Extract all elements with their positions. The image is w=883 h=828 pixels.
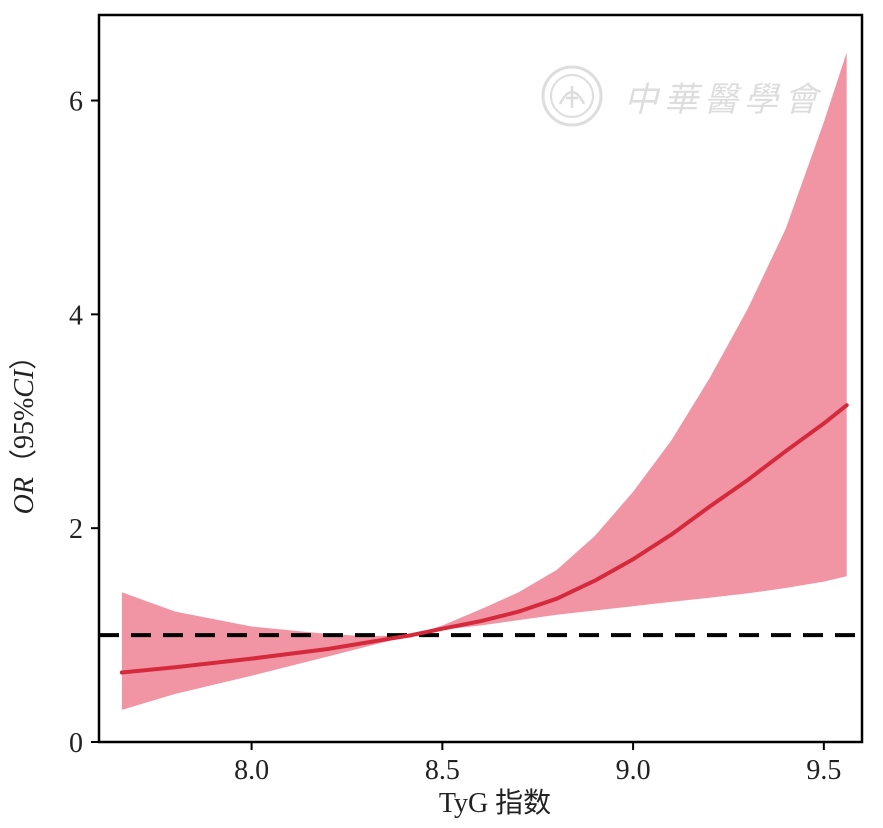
y-tick-label: 4 xyxy=(69,300,83,331)
or-curve xyxy=(119,403,849,675)
ci-band xyxy=(121,52,847,710)
y-axis: 0 2 4 6 xyxy=(69,87,99,759)
watermark-text: 中華醫學會 xyxy=(624,80,824,120)
y-axis-title-ci: CI xyxy=(9,368,40,398)
x-tick-label: 8.5 xyxy=(425,755,460,786)
x-tick-label: 9.5 xyxy=(806,755,841,786)
x-tick-label: 8.0 xyxy=(234,755,269,786)
seal-icon xyxy=(541,65,603,127)
y-axis-title-close: ） xyxy=(8,342,40,370)
x-axis: 8.0 8.5 9.0 9.5 xyxy=(234,742,841,786)
plot-area xyxy=(99,52,862,710)
plot-frame xyxy=(97,13,864,744)
y-tick-label: 2 xyxy=(69,514,83,545)
y-axis-title: OR（95%CI） xyxy=(8,342,40,515)
y-axis-title-or: OR xyxy=(9,477,40,514)
y-axis-title-paren: （95% xyxy=(8,398,40,477)
y-tick-label: 6 xyxy=(69,87,83,118)
watermark: 中華醫學會 xyxy=(540,62,840,132)
x-tick-label: 9.0 xyxy=(616,755,651,786)
x-axis-title: TyG 指数 xyxy=(439,787,551,819)
y-tick-label: 0 xyxy=(69,728,83,759)
